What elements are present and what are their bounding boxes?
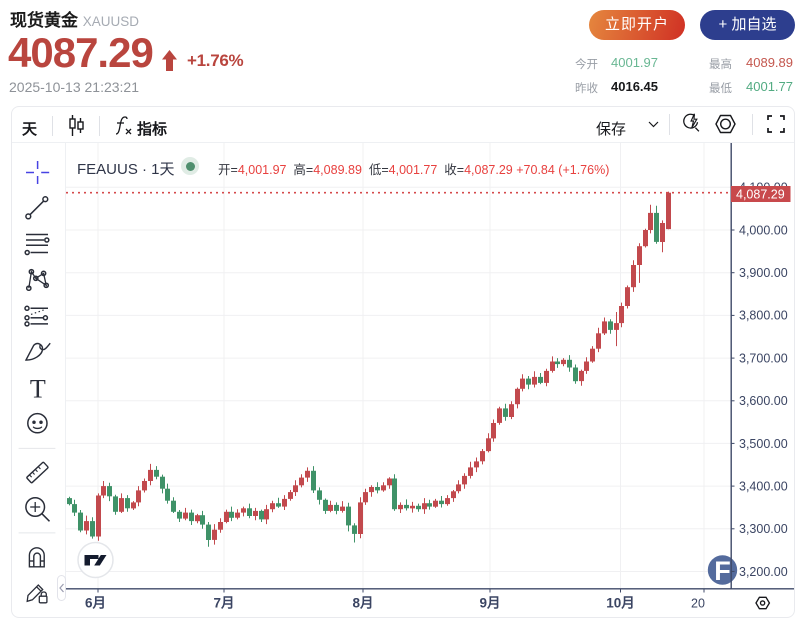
- svg-text:3,600.00: 3,600.00: [739, 394, 788, 408]
- svg-text:8月: 8月: [352, 596, 373, 611]
- svg-text:3,700.00: 3,700.00: [739, 351, 788, 365]
- svg-text:9月: 9月: [479, 596, 500, 611]
- svg-text:F: F: [714, 556, 731, 586]
- svg-text:3,500.00: 3,500.00: [739, 437, 788, 451]
- svg-text:6月: 6月: [85, 596, 106, 611]
- svg-text:3,300.00: 3,300.00: [739, 522, 788, 536]
- svg-text:7月: 7月: [213, 596, 234, 611]
- svg-text:4,087.29: 4,087.29: [736, 188, 785, 202]
- svg-text:3,400.00: 3,400.00: [739, 479, 788, 493]
- svg-text:20: 20: [691, 597, 705, 611]
- svg-text:3,200.00: 3,200.00: [739, 565, 788, 579]
- svg-text:T: T: [30, 375, 46, 404]
- svg-text:10月: 10月: [606, 596, 635, 611]
- svg-text:3,800.00: 3,800.00: [739, 309, 788, 323]
- svg-text:4,000.00: 4,000.00: [739, 223, 788, 237]
- svg-text:3,900.00: 3,900.00: [739, 266, 788, 280]
